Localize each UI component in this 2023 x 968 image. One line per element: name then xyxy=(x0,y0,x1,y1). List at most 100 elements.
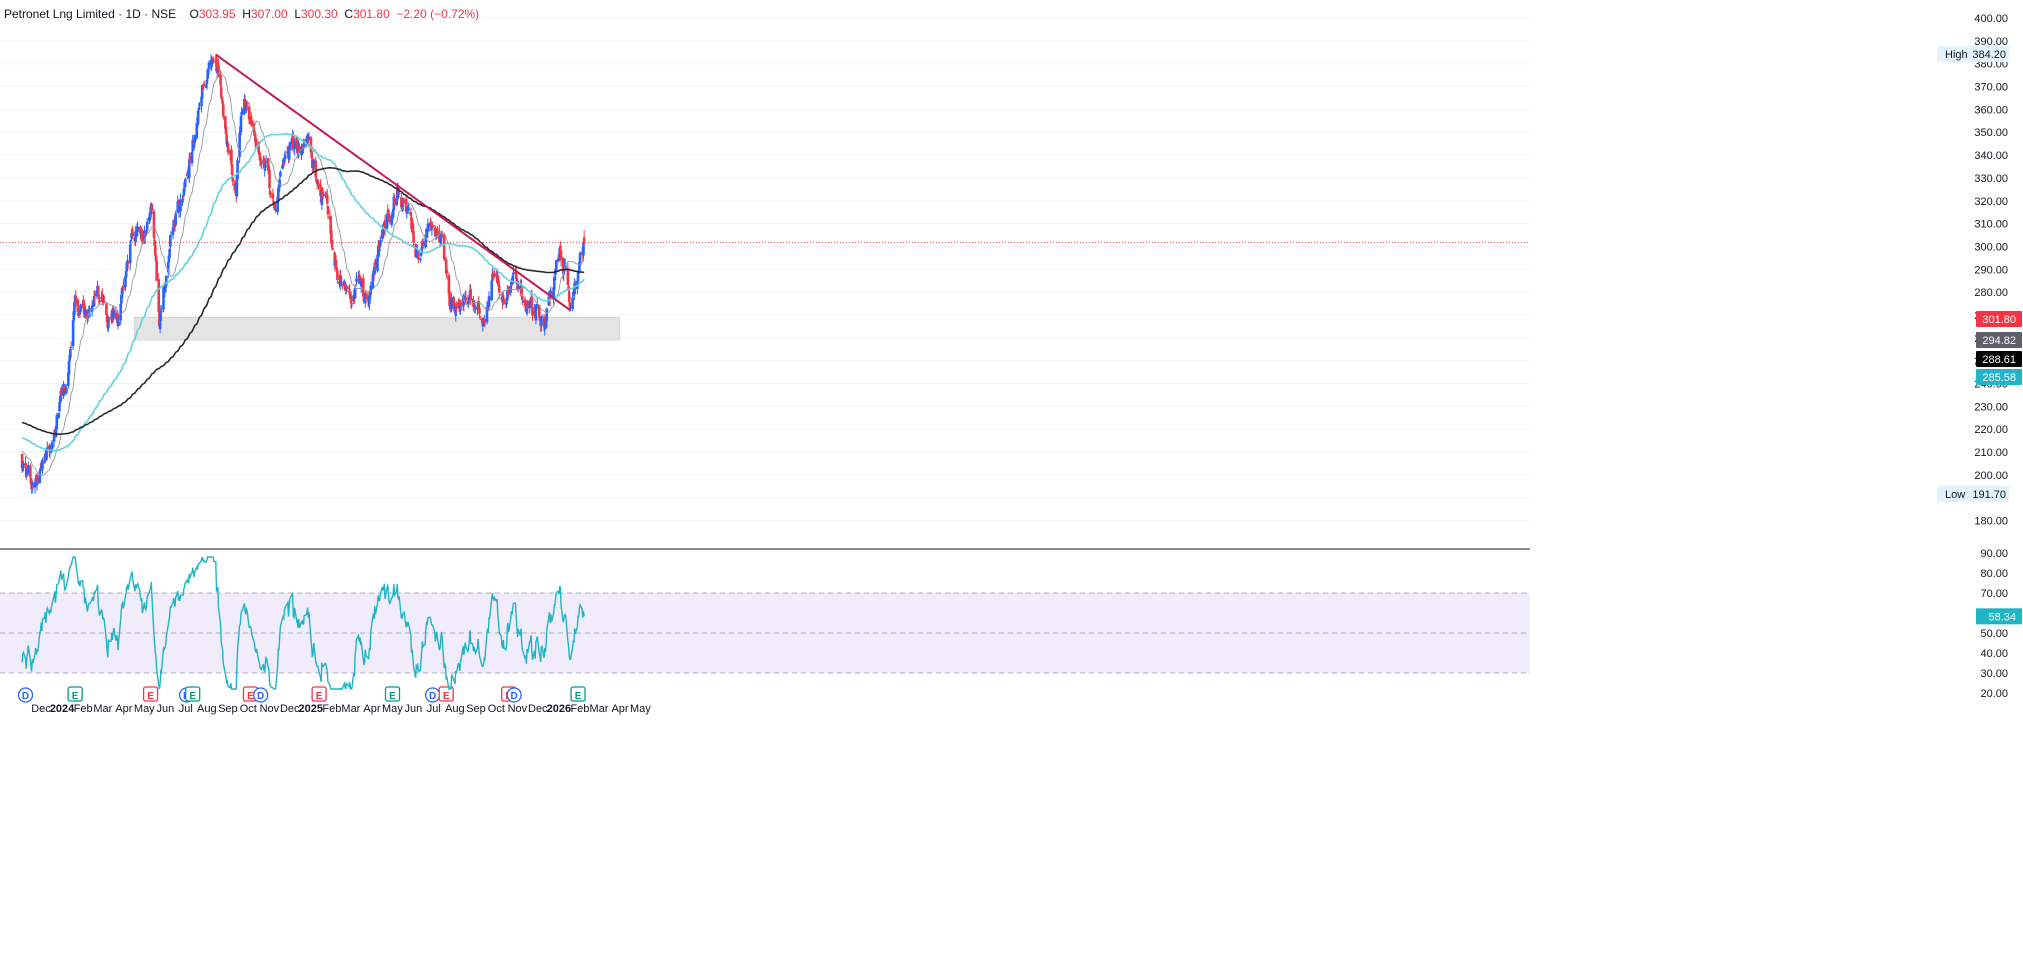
candle-body xyxy=(290,138,294,145)
candle-body xyxy=(511,275,515,284)
dividend-marker xyxy=(253,687,269,703)
candle-body xyxy=(550,292,553,297)
candle-body xyxy=(79,305,82,312)
candle-body xyxy=(520,285,523,294)
time-tick-label: Nov xyxy=(260,703,280,715)
candle-body xyxy=(71,320,75,347)
earnings-label: E xyxy=(443,691,450,702)
candle-body xyxy=(431,225,434,228)
candle-body xyxy=(444,259,448,274)
candle-body xyxy=(164,285,167,288)
candle-body xyxy=(124,276,127,288)
candle-body xyxy=(428,223,432,227)
candle-body xyxy=(45,447,49,450)
candle-body xyxy=(298,146,301,153)
candle-body xyxy=(45,451,48,460)
time-tick-label: Apr xyxy=(611,703,628,715)
candle-body xyxy=(174,213,178,225)
time-tick-label: Mar xyxy=(341,703,360,715)
candle-body xyxy=(192,145,196,147)
candle-body xyxy=(553,277,557,281)
candle-body xyxy=(404,198,408,212)
candle-body xyxy=(434,233,438,237)
candle-body xyxy=(247,106,251,120)
candle-body xyxy=(540,316,544,319)
candle-body xyxy=(279,171,282,177)
candle-body xyxy=(325,195,329,204)
candle-body xyxy=(129,240,133,242)
candle-body xyxy=(409,211,413,216)
time-tick-label: Feb xyxy=(74,703,93,715)
candle-body xyxy=(412,231,415,243)
time-tick-label: Dec xyxy=(528,703,548,715)
candle-body xyxy=(243,99,247,107)
candle-body xyxy=(321,194,325,196)
legend-symbol: Petronet Lng Limited xyxy=(4,7,115,21)
candle-body xyxy=(554,260,558,271)
high-label: High xyxy=(1945,49,1968,61)
candle-body xyxy=(347,291,351,293)
candle-body xyxy=(272,205,276,207)
dividend-marker xyxy=(506,687,522,703)
candle-body xyxy=(348,289,351,291)
price-tick-label: 290.00 xyxy=(1974,264,2008,276)
candle-body xyxy=(35,475,38,484)
candle-body xyxy=(568,302,572,306)
candle-body xyxy=(198,107,201,109)
candle-body xyxy=(200,96,203,107)
candle-body xyxy=(521,301,525,303)
candle-body xyxy=(31,482,34,488)
candle-body xyxy=(125,262,129,272)
earnings-label: E xyxy=(247,691,254,702)
legend-change: −2.20 (−0.72%) xyxy=(396,7,480,21)
legend-close: 301.80 xyxy=(353,7,390,21)
candle-body xyxy=(236,160,239,180)
candle-body xyxy=(92,295,96,307)
candle-body xyxy=(31,485,35,487)
candle-body xyxy=(271,193,275,199)
rsi-line xyxy=(21,556,585,690)
time-axis: Dec 2024 Feb Mar Apr May Jun Jul Aug Sep Oct Nov Dec… xyxy=(31,703,651,715)
legend-l-label: L xyxy=(294,7,301,21)
legend-c-label: C xyxy=(344,7,354,21)
candle-body xyxy=(417,250,420,260)
price-tick-label: 200.00 xyxy=(1974,470,2008,482)
candle-body xyxy=(497,285,501,293)
price-tick-label: 280.00 xyxy=(1974,287,2008,299)
dividend-label: D xyxy=(511,691,518,702)
price-tick-label: 180.00 xyxy=(1974,516,2008,528)
price-tick-label: 330.00 xyxy=(1974,173,2008,185)
candle-body xyxy=(160,310,163,313)
candle-body xyxy=(544,319,548,328)
candle-body xyxy=(264,164,267,168)
candle-body xyxy=(207,69,210,71)
earnings-label: E xyxy=(316,691,323,702)
candle-body xyxy=(188,155,192,162)
candle-body xyxy=(455,307,458,309)
candle-body xyxy=(310,151,313,159)
candle-body xyxy=(169,235,173,237)
candle-body xyxy=(314,160,318,178)
time-tick-label: Aug xyxy=(197,703,217,715)
candle-body xyxy=(340,283,344,287)
candle-body xyxy=(369,285,373,295)
candle-body xyxy=(58,402,61,412)
candle-body xyxy=(201,85,205,88)
candle-body xyxy=(205,79,209,83)
candle-body xyxy=(355,278,358,283)
candle-body xyxy=(78,310,82,315)
candle-body xyxy=(420,247,424,252)
candle-body xyxy=(530,296,534,308)
candle-body xyxy=(445,270,449,273)
candle-body xyxy=(215,70,219,74)
candle-body xyxy=(387,214,391,222)
time-tick-label: Nov xyxy=(508,703,528,715)
candle-body xyxy=(126,262,130,264)
candle-body xyxy=(512,272,515,275)
price-axis: 180.00190.00200.00210.00220.00230.00240.… xyxy=(1974,13,2008,528)
candle-body xyxy=(219,87,223,98)
candle-body xyxy=(377,244,381,248)
dividend-label: D xyxy=(429,691,436,702)
